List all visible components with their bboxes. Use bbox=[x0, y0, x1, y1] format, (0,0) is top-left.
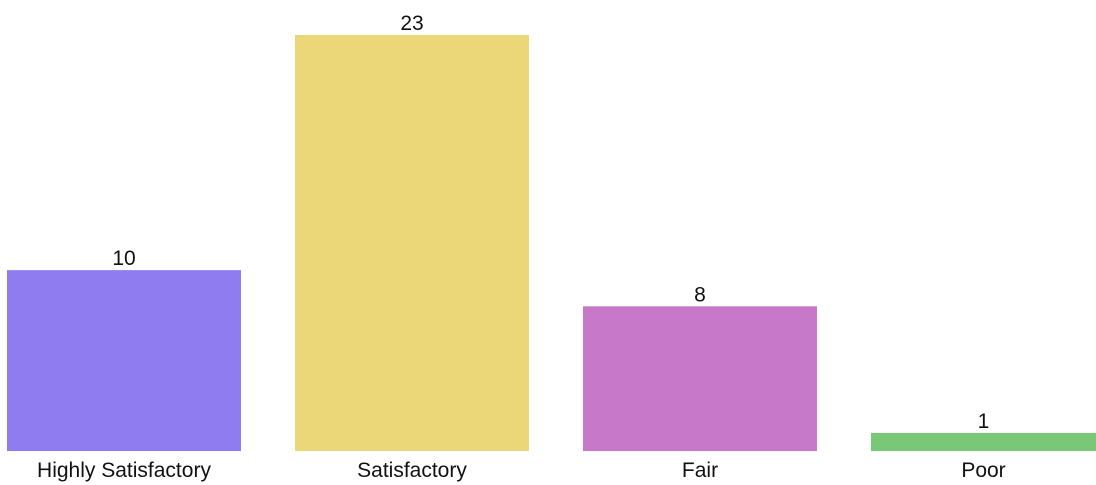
value-label: 1 bbox=[978, 410, 990, 433]
x-tick-label: Poor bbox=[961, 459, 1005, 482]
value-label: 10 bbox=[112, 247, 135, 270]
x-tick-label: Highly Satisfactory bbox=[37, 459, 211, 482]
x-tick-label: Satisfactory bbox=[357, 459, 467, 482]
bar bbox=[295, 35, 529, 451]
bar bbox=[871, 432, 1096, 451]
x-tick-label: Fair bbox=[682, 459, 718, 482]
bar bbox=[7, 270, 241, 451]
value-label: 23 bbox=[400, 12, 423, 35]
value-label: 8 bbox=[694, 283, 706, 306]
bar bbox=[583, 306, 817, 451]
